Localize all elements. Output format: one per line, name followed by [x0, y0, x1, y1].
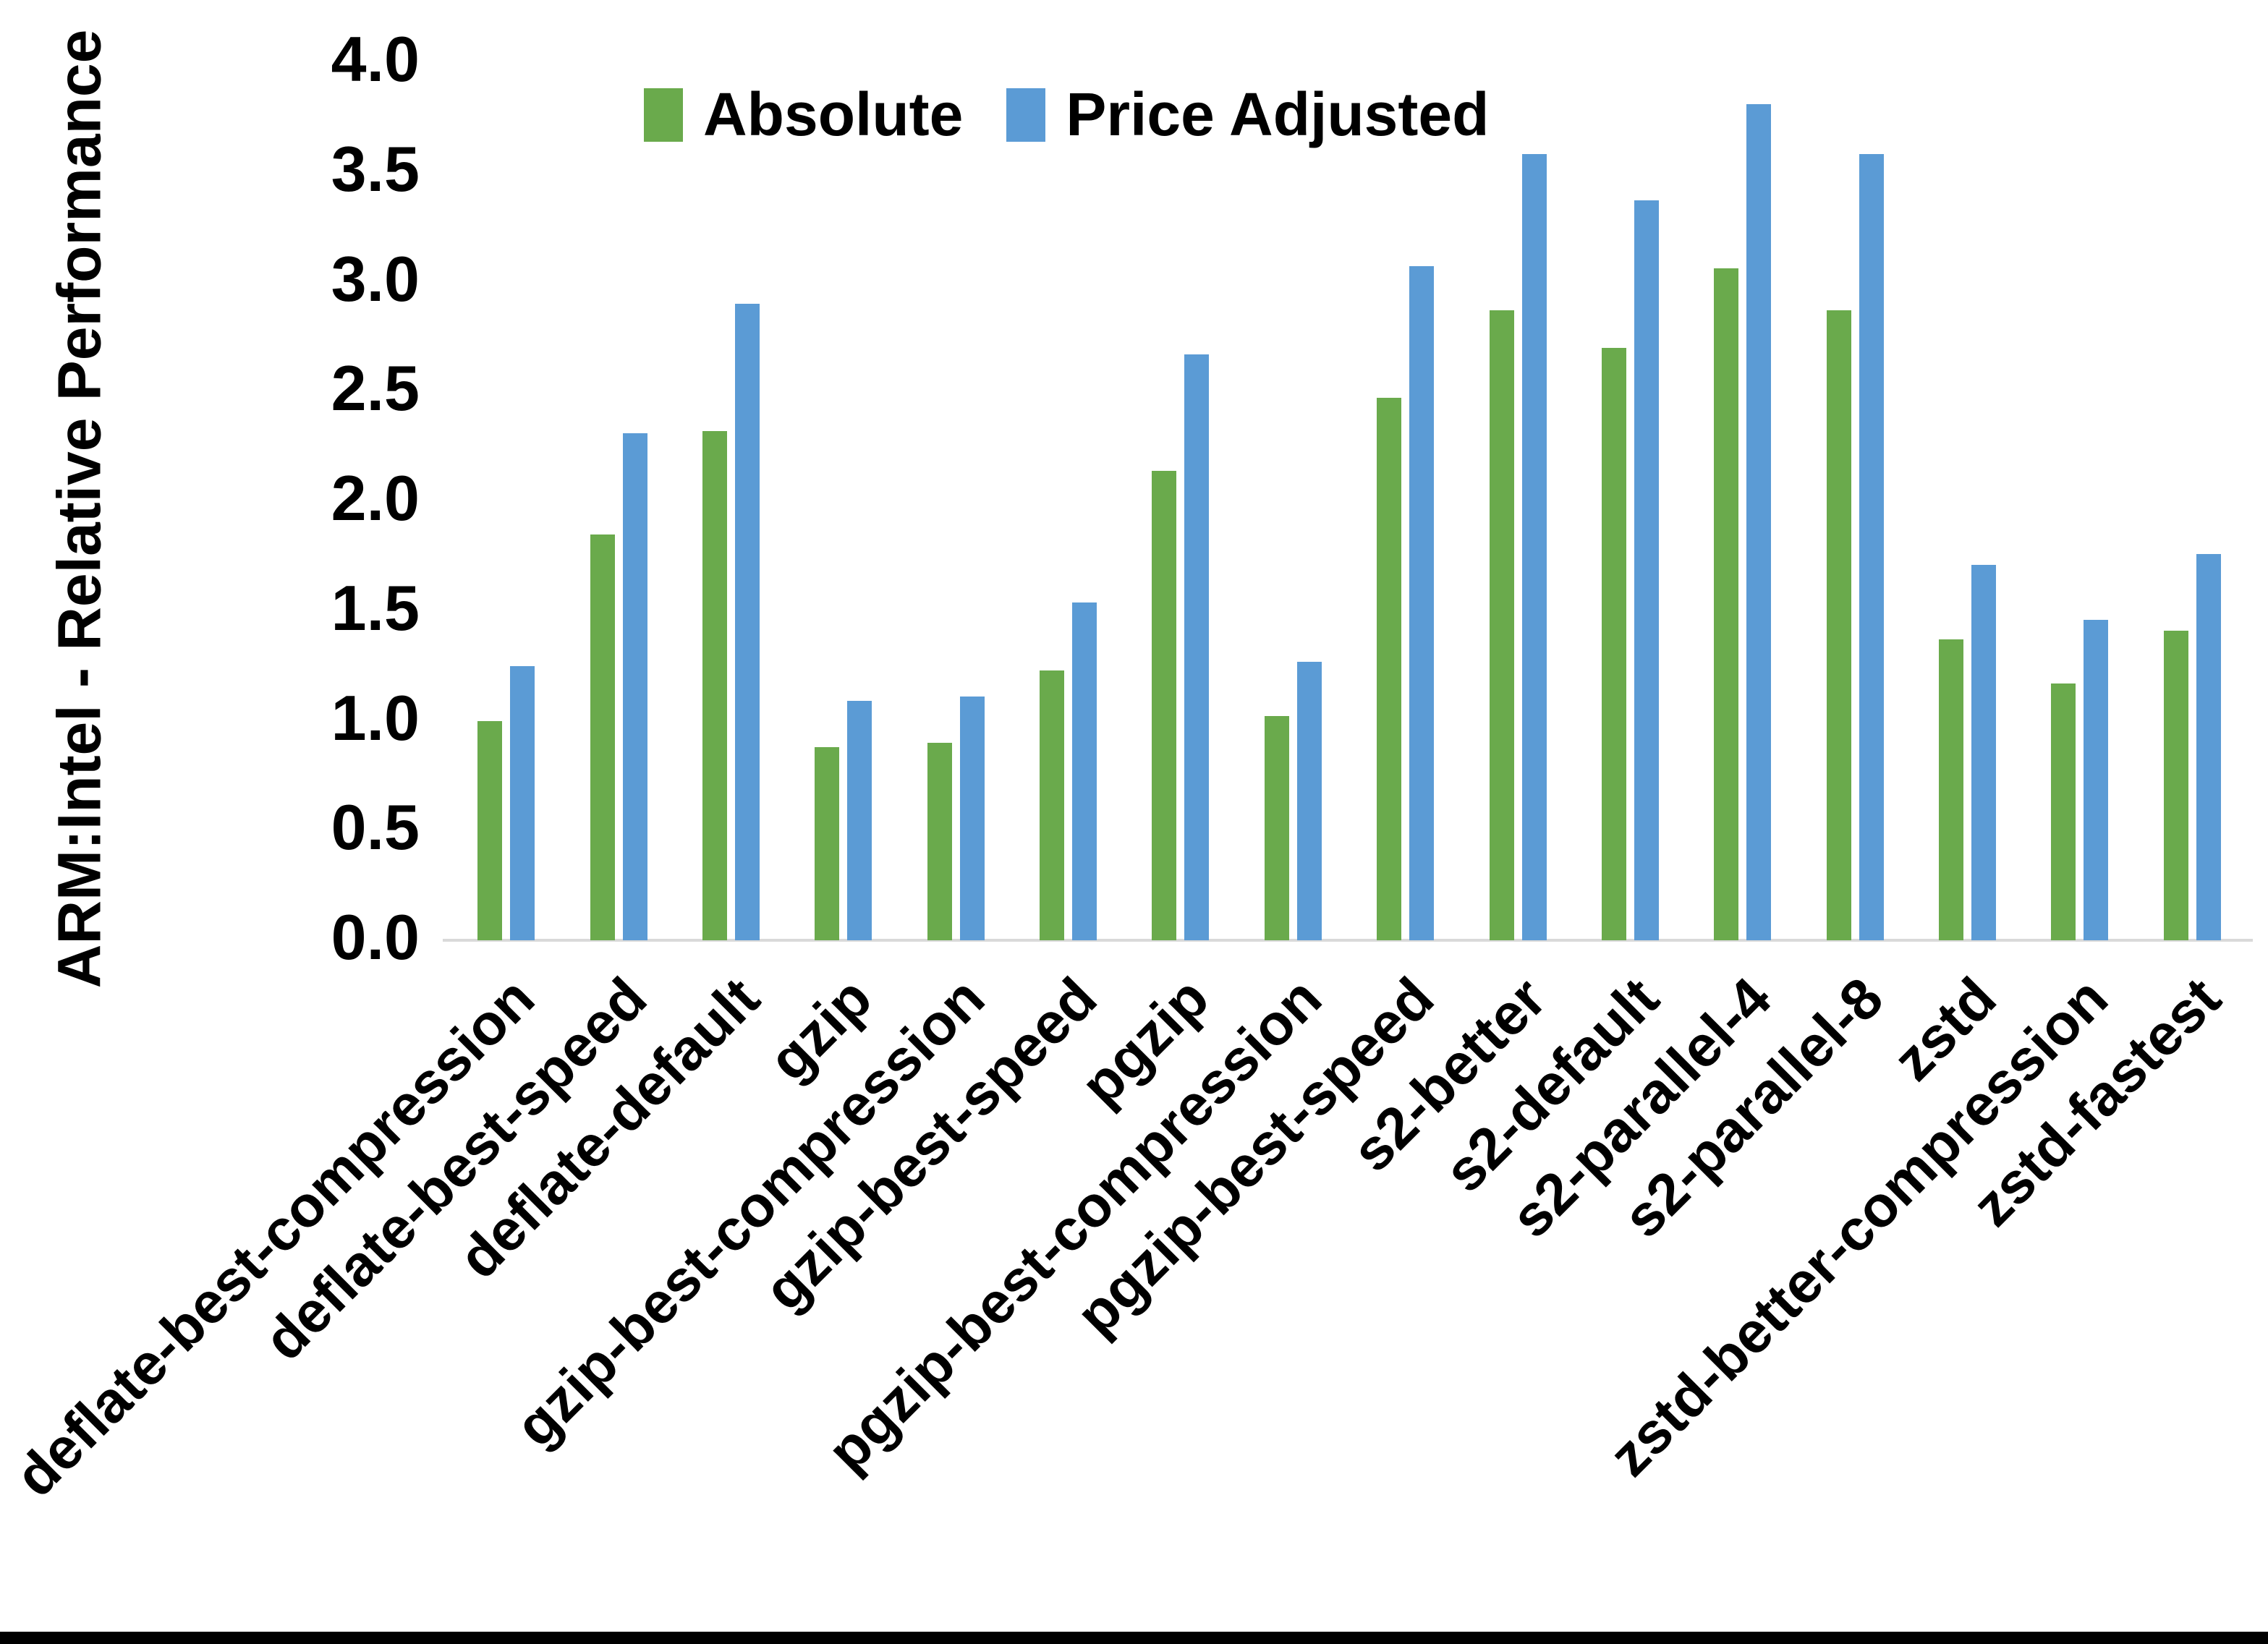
bar-price-adjusted-gzip-best-compression: [959, 697, 985, 940]
y-tick-label-0.0: 0.0: [331, 900, 420, 973]
x-axis-line: [443, 939, 2253, 942]
bar-price-adjusted-deflate-best-compression: [510, 665, 535, 940]
y-tick-label-0.5: 0.5: [331, 791, 420, 864]
bar-price-adjusted-deflate-best-speed: [622, 433, 647, 940]
y-tick-label-4.0: 4.0: [331, 22, 420, 95]
bar-absolute-pgzip-best-compression: [1264, 716, 1289, 940]
bar-price-adjusted-pgzip-best-speed: [1409, 266, 1435, 940]
bar-absolute-s2-parallel-8: [1826, 310, 1851, 940]
bar-absolute-deflate-best-speed: [590, 534, 615, 940]
y-tick-label-1.0: 1.0: [331, 681, 420, 754]
bar-price-adjusted-gzip-best-speed: [1072, 602, 1097, 940]
y-tick-label-3.0: 3.0: [331, 242, 420, 315]
bar-absolute-s2-parallel-4: [1714, 268, 1739, 940]
legend-label-absolute: Absolute: [703, 80, 964, 148]
y-axis-title: ARM:Intel - Relative Performance: [45, 29, 114, 989]
bar-price-adjusted-pgzip: [1184, 354, 1210, 940]
bar-absolute-deflate-best-compression: [477, 720, 503, 940]
bar-absolute-pgzip-best-speed: [1377, 398, 1402, 940]
bar-price-adjusted-deflate-default: [734, 303, 760, 940]
bar-price-adjusted-s2-parallel-8: [1859, 154, 1884, 940]
bar-price-adjusted-zstd: [1971, 565, 1997, 940]
legend-swatch-price-adjusted-icon: [1006, 88, 1046, 142]
y-tick-label-2.5: 2.5: [331, 352, 420, 425]
bar-absolute-deflate-default: [702, 430, 727, 940]
legend-item-absolute: Absolute: [644, 80, 963, 150]
bar-price-adjusted-gzip: [847, 701, 872, 940]
legend-label-price-adjusted: Price Adjusted: [1066, 80, 1490, 148]
bottom-border: [0, 1632, 2268, 1644]
bar-price-adjusted-s2-better: [1521, 154, 1547, 940]
bar-absolute-zstd: [1939, 639, 1964, 940]
bar-price-adjusted-s2-default: [1634, 200, 1659, 940]
bar-absolute-s2-default: [1601, 347, 1626, 940]
bar-price-adjusted-pgzip-best-compression: [1296, 661, 1322, 940]
bar-absolute-s2-better: [1489, 310, 1514, 940]
bar-absolute-pgzip: [1152, 470, 1177, 940]
bar-absolute-gzip: [815, 746, 840, 940]
bar-absolute-gzip-best-compression: [927, 742, 952, 940]
bar-price-adjusted-zstd-better-compression: [2084, 619, 2109, 940]
y-tick-label-1.5: 1.5: [331, 571, 420, 644]
y-tick-label-3.5: 3.5: [331, 132, 420, 205]
legend: Absolute Price Adjusted: [644, 80, 1489, 150]
legend-swatch-absolute-icon: [644, 88, 683, 142]
bar-absolute-zstd-better-compression: [2051, 683, 2076, 940]
y-tick-label-2.0: 2.0: [331, 461, 420, 534]
legend-item-price-adjusted: Price Adjusted: [1006, 80, 1489, 150]
bar-absolute-gzip-best-speed: [1040, 670, 1065, 940]
bar-price-adjusted-zstd-fastest: [2196, 553, 2221, 940]
bar-absolute-zstd-fastest: [2163, 631, 2188, 940]
bar-price-adjusted-s2-parallel-4: [1746, 103, 1772, 940]
